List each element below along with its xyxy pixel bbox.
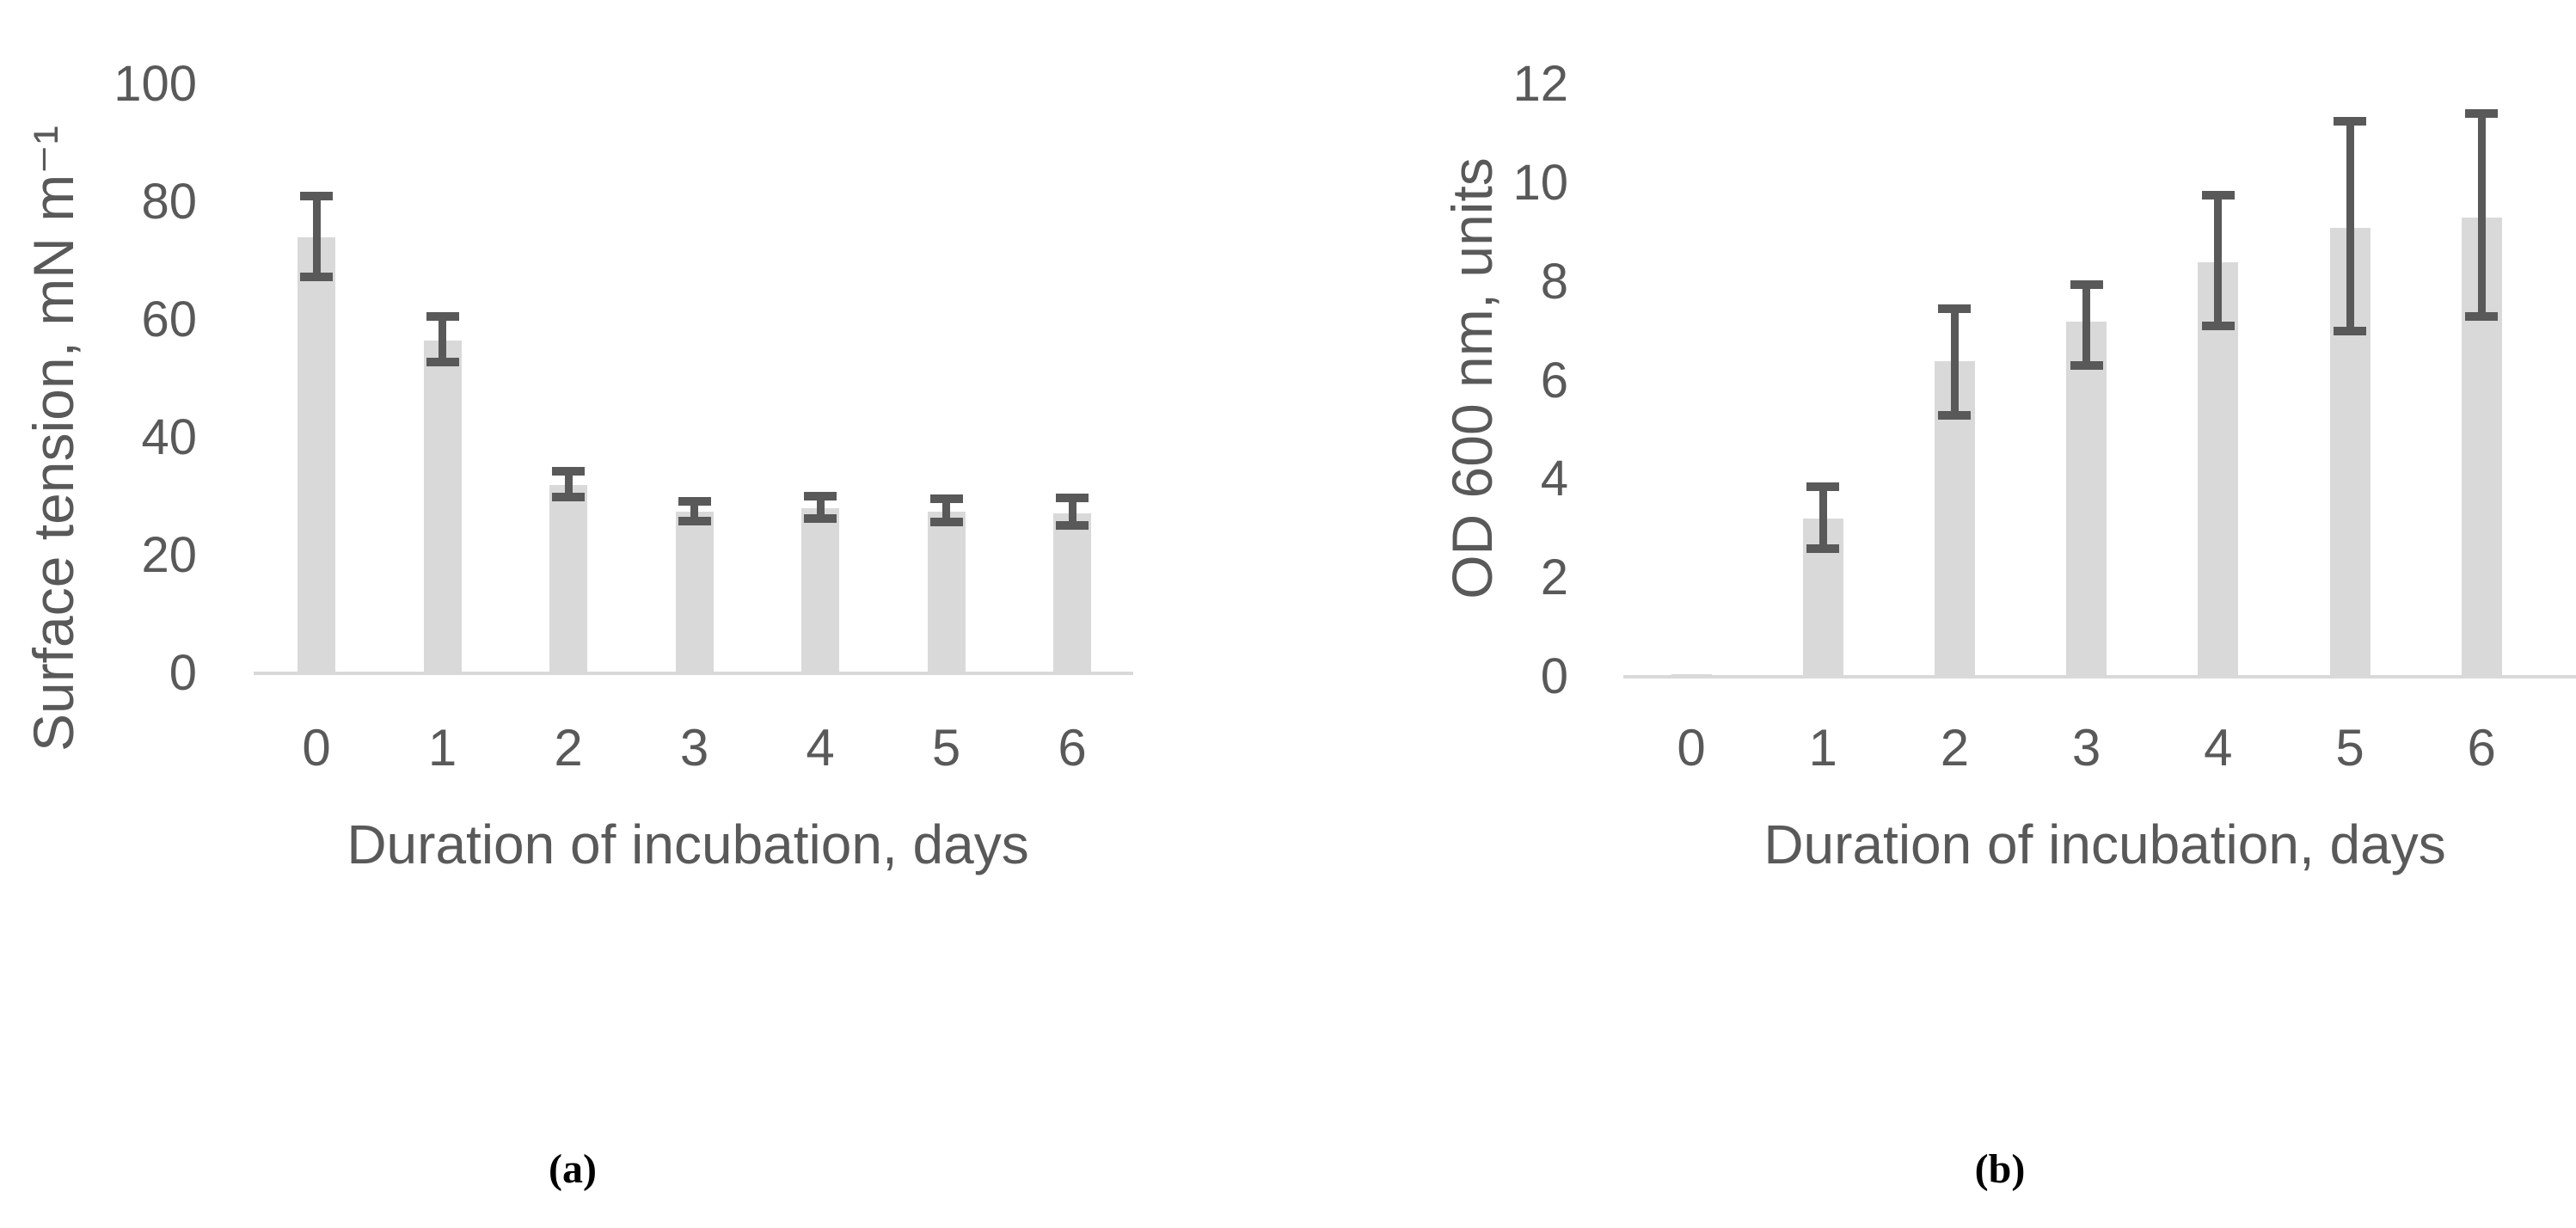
x-category-label-3: 3	[2071, 719, 2101, 777]
x-category-label-1: 1	[1808, 719, 1837, 777]
error-bar-top-cap-day-5	[929, 494, 963, 504]
y-tick-label-12: 12	[1512, 56, 1568, 112]
error-bar-top-cap-day-2	[1938, 304, 1972, 314]
error-bar-line-day-2	[564, 471, 573, 498]
error-bar-line-day-2	[1950, 309, 1959, 415]
chart-b-x-axis-title: Duration of incubation, days	[1763, 814, 2446, 875]
x-category-label-4: 4	[2204, 719, 2233, 777]
x-category-label-0: 0	[1677, 719, 1706, 777]
x-category-label-6: 6	[2467, 719, 2496, 777]
error-bar-top-cap-day-3	[678, 496, 711, 506]
panel-a-caption: (a)	[549, 1146, 597, 1192]
y-tick-label-4: 4	[1540, 451, 1568, 507]
y-tick-label-80: 80	[141, 174, 197, 230]
bar-day-0	[297, 237, 335, 673]
error-bar-top-cap-day-3	[2070, 279, 2103, 289]
error-bar-line-day-6	[2477, 114, 2486, 316]
error-bar-line-day-4	[816, 495, 825, 519]
y-tick-label-0: 0	[1540, 648, 1568, 704]
error-bar-bottom-cap-day-6	[1056, 521, 1089, 531]
x-category-label-5: 5	[931, 719, 961, 777]
error-bar-line-day-3	[2082, 284, 2091, 366]
error-bar-top-cap-day-2	[552, 467, 585, 476]
error-bar-bottom-cap-day-4	[2201, 322, 2235, 331]
bar-day-3	[675, 512, 714, 673]
error-bar-bottom-cap-day-2	[552, 493, 585, 502]
error-bar-bottom-cap-day-1	[1806, 543, 1840, 553]
panel-b-caption: (b)	[1974, 1146, 2026, 1192]
x-category-label-2: 2	[554, 719, 583, 777]
y-tick-label-2: 2	[1540, 550, 1568, 606]
x-category-label-6: 6	[1058, 719, 1087, 777]
error-bar-top-cap-day-6	[2465, 109, 2499, 119]
error-bar-bottom-cap-day-5	[2334, 327, 2366, 336]
x-category-label-0: 0	[302, 719, 331, 777]
bar-day-0	[1671, 674, 1712, 677]
bar-day-3	[2066, 321, 2107, 677]
bar-day-1	[423, 340, 462, 673]
error-bar-top-cap-day-1	[426, 311, 459, 321]
x-category-label-1: 1	[427, 719, 457, 777]
x-category-label-4: 4	[806, 719, 835, 777]
bar-day-4	[2198, 261, 2239, 677]
error-bar-bottom-cap-day-1	[426, 358, 459, 367]
x-axis-line	[254, 672, 1133, 675]
error-bar-top-cap-day-4	[804, 491, 837, 500]
y-tick-label-40: 40	[141, 409, 197, 465]
error-bar-top-cap-day-5	[2334, 117, 2366, 126]
error-bar-bottom-cap-day-4	[804, 513, 837, 523]
error-bar-bottom-cap-day-6	[2465, 311, 2499, 321]
bar-day-2	[549, 484, 587, 673]
error-bar-bottom-cap-day-3	[2070, 361, 2103, 371]
error-bar-line-day-1	[439, 316, 446, 363]
y-tick-label-10: 10	[1512, 154, 1568, 211]
bar-day-6	[1053, 513, 1091, 673]
error-bar-line-day-5	[2346, 121, 2354, 332]
y-tick-label-60: 60	[141, 292, 197, 347]
bar-day-5	[927, 512, 966, 673]
error-bar-top-cap-day-1	[1806, 482, 1840, 491]
error-bar-line-day-1	[1819, 486, 1827, 549]
error-bar-top-cap-day-6	[1056, 493, 1089, 502]
x-category-label-5: 5	[2335, 719, 2364, 777]
y-tick-label-0: 0	[169, 645, 197, 701]
error-bar-line-day-4	[2214, 195, 2223, 327]
error-bar-bottom-cap-day-3	[678, 517, 711, 526]
y-tick-label-100: 100	[113, 56, 197, 112]
bar-day-4	[801, 508, 839, 673]
error-bar-bottom-cap-day-2	[1938, 410, 1972, 420]
error-bar-top-cap-day-4	[2201, 191, 2235, 200]
x-axis-line	[1623, 675, 2576, 678]
x-category-label-2: 2	[1940, 719, 1970, 777]
error-bar-line-day-3	[690, 500, 698, 522]
chart-a-x-axis-title: Duration of incubation, days	[347, 814, 1029, 875]
error-bar-bottom-cap-day-0	[300, 272, 333, 281]
y-tick-label-20: 20	[141, 527, 197, 583]
error-bar-line-day-0	[312, 196, 321, 277]
y-tick-label-8: 8	[1540, 253, 1568, 310]
y-tick-label-6: 6	[1540, 352, 1568, 408]
error-bar-line-day-6	[1068, 497, 1076, 526]
error-bar-line-day-5	[942, 499, 950, 522]
error-bar-top-cap-day-0	[300, 192, 333, 201]
x-category-label-3: 3	[679, 719, 709, 777]
error-bar-bottom-cap-day-5	[929, 517, 963, 526]
